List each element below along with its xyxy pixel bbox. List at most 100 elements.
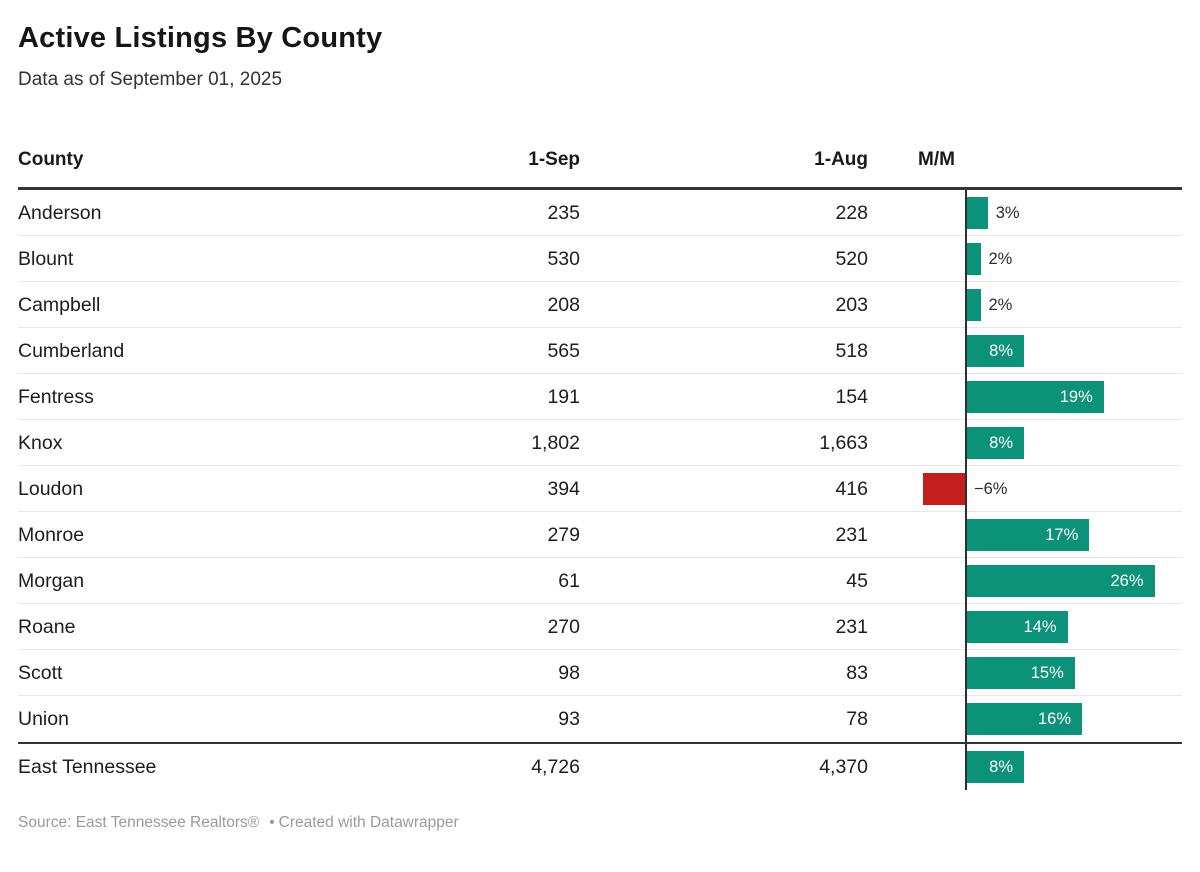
sep-value-cell: 208	[547, 293, 580, 316]
mm-bar	[966, 243, 981, 275]
table-row: Knox 1,802 1,663 8%	[18, 420, 1182, 466]
county-cell: Fentress	[18, 385, 94, 408]
source-text: Source: East Tennessee Realtors®	[18, 814, 260, 831]
chart-container: Active Listings By County Data as of Sep…	[0, 22, 1200, 832]
county-cell: Roane	[18, 615, 76, 638]
mm-bar	[966, 381, 1104, 413]
county-cell: Cumberland	[18, 339, 125, 362]
mm-bar-label: 8%	[989, 434, 1013, 452]
aug-value-cell: 231	[835, 523, 868, 546]
county-cell: Scott	[18, 661, 63, 684]
mm-bar-cell: 2%	[868, 282, 1182, 328]
chart-title: Active Listings By County	[18, 22, 383, 54]
mm-bar-cell: 8%	[868, 420, 1182, 466]
aug-value-cell: 231	[835, 615, 868, 638]
aug-value-cell: 45	[846, 569, 868, 592]
table-body: Anderson 235 228 3% Blount 530 520 2% Campbell 20…	[18, 190, 1182, 790]
source-line: Source: East Tennessee Realtors® • Created…	[18, 814, 1182, 832]
mm-bar-label: 26%	[1110, 572, 1144, 590]
aug-value-cell: 228	[835, 201, 868, 224]
footer-separator: •	[269, 814, 275, 831]
mm-bar	[966, 565, 1155, 597]
zero-baseline	[965, 236, 967, 282]
column-header-1-sep: 1-Sep	[528, 149, 580, 170]
aug-value-cell: 203	[835, 293, 868, 316]
sep-value-cell: 530	[547, 247, 580, 270]
mm-bar	[966, 703, 1082, 735]
zero-baseline	[965, 650, 967, 696]
aug-value-cell: 154	[835, 385, 868, 408]
table-row: Cumberland 565 518 8%	[18, 328, 1182, 374]
mm-bar-label: 8%	[989, 758, 1013, 776]
zero-baseline	[965, 744, 967, 790]
sep-value-cell: 394	[547, 477, 580, 500]
county-cell: East Tennessee	[18, 755, 157, 778]
sep-value-cell: 565	[547, 339, 580, 362]
table-row: Scott 98 83 15%	[18, 650, 1182, 696]
listings-table: County 1-Sep 1-Aug M/M Anderson 235 228 3% B…	[18, 133, 1182, 790]
aug-value-cell: 1,663	[819, 431, 868, 454]
mm-bar-label: 3%	[995, 204, 1020, 222]
county-cell: Morgan	[18, 569, 85, 592]
chart-subtitle: Data as of September 01, 2025	[18, 69, 283, 90]
zero-baseline	[965, 420, 967, 466]
sep-value-cell: 235	[547, 201, 580, 224]
sep-value-cell: 4,726	[531, 755, 580, 778]
zero-baseline	[965, 282, 967, 328]
mm-bar-cell: 3%	[868, 190, 1182, 236]
mm-bar-label: 15%	[1030, 664, 1064, 682]
sep-value-cell: 191	[547, 385, 580, 408]
mm-bar	[966, 335, 1024, 367]
mm-bar	[966, 427, 1024, 459]
table-row: Anderson 235 228 3%	[18, 190, 1182, 236]
zero-baseline	[965, 604, 967, 650]
aug-value-cell: 78	[846, 707, 868, 730]
mm-bar-label: 2%	[988, 250, 1013, 268]
mm-bar-cell: 19%	[868, 374, 1182, 420]
mm-bar-label: 19%	[1059, 388, 1093, 406]
zero-baseline	[965, 190, 967, 236]
mm-bar-label: 14%	[1023, 618, 1057, 636]
zero-baseline	[965, 696, 967, 742]
mm-bar	[966, 751, 1024, 783]
county-cell: Anderson	[18, 201, 102, 224]
mm-bar-cell: −6%	[868, 466, 1182, 512]
table-row: Blount 530 520 2%	[18, 236, 1182, 282]
column-header-1-aug: 1-Aug	[814, 149, 868, 170]
zero-baseline	[965, 512, 967, 558]
county-cell: Blount	[18, 247, 74, 270]
aug-value-cell: 518	[835, 339, 868, 362]
aug-value-cell: 83	[846, 661, 868, 684]
mm-bar-cell: 16%	[868, 696, 1182, 742]
county-cell: Knox	[18, 431, 63, 454]
mm-bar-label: 2%	[988, 296, 1013, 314]
table-row: Monroe 279 231 17%	[18, 512, 1182, 558]
mm-bar-label: 17%	[1045, 526, 1079, 544]
mm-bar-cell: 8%	[868, 328, 1182, 374]
table-total-row: East Tennessee 4,726 4,370 8%	[18, 742, 1182, 790]
sep-value-cell: 1,802	[531, 431, 580, 454]
table-row: Roane 270 231 14%	[18, 604, 1182, 650]
mm-bar	[966, 519, 1090, 551]
sep-value-cell: 61	[558, 569, 580, 592]
county-cell: Loudon	[18, 477, 84, 500]
table-row: Campbell 208 203 2%	[18, 282, 1182, 328]
table-row: Morgan 61 45 26%	[18, 558, 1182, 604]
mm-bar-cell: 17%	[868, 512, 1182, 558]
zero-baseline	[965, 328, 967, 374]
sep-value-cell: 279	[547, 523, 580, 546]
mm-bar-label: −6%	[974, 480, 1008, 498]
county-cell: Monroe	[18, 523, 85, 546]
zero-baseline	[965, 558, 967, 604]
zero-baseline	[965, 466, 967, 512]
county-cell: Union	[18, 707, 69, 730]
mm-bar-cell: 8%	[868, 744, 1182, 790]
mm-bar-label: 16%	[1037, 710, 1071, 728]
column-header-county: County	[18, 149, 84, 170]
aug-value-cell: 520	[835, 247, 868, 270]
mm-bar	[966, 289, 981, 321]
sep-value-cell: 270	[547, 615, 580, 638]
mm-bar	[966, 197, 988, 229]
datawrapper-attribution-link[interactable]: Created with Datawrapper	[278, 814, 459, 831]
table-row: Union 93 78 16%	[18, 696, 1182, 742]
